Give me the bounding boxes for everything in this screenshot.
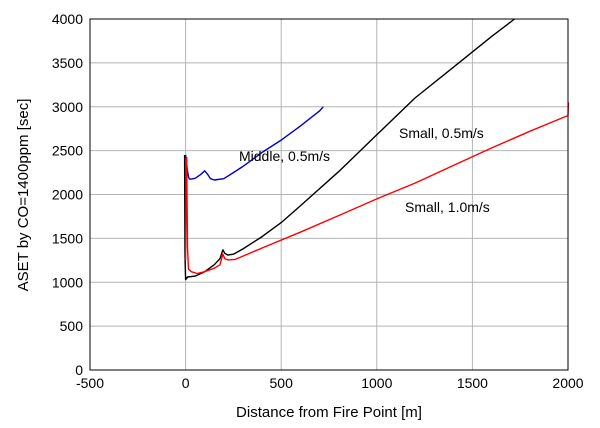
y-tick-label: 0 xyxy=(75,362,83,378)
x-tick-label: 500 xyxy=(270,375,294,391)
annotation-small-0.5: Small, 0.5m/s xyxy=(399,125,484,141)
annotation-middle-0.5: Middle, 0.5m/s xyxy=(239,148,330,164)
y-tick-label: 4000 xyxy=(52,11,83,27)
grid-lines xyxy=(90,19,568,370)
series-layer xyxy=(183,18,570,281)
y-tick-label: 2000 xyxy=(52,187,83,203)
tick-labels: -500 0 500 1000 1500 200005001000150020002500… xyxy=(52,11,584,391)
x-tick-label: 1500 xyxy=(457,375,488,391)
y-tick-label: 500 xyxy=(60,318,84,334)
y-tick-label: 3000 xyxy=(52,99,83,115)
x-tick-label: 2000 xyxy=(552,375,583,391)
x-tick-label: 1000 xyxy=(361,375,392,391)
y-tick-label: 3500 xyxy=(52,55,83,71)
y-tick-label: 1500 xyxy=(52,230,83,246)
series-line-3 xyxy=(184,102,570,275)
series-line-1 xyxy=(184,106,324,181)
y-axis-title: ASET by CO=1400ppm [sec] xyxy=(15,99,32,292)
y-tick-label: 2500 xyxy=(52,143,83,159)
series-line-2 xyxy=(183,18,515,281)
annotation-small-1.0: Small, 1.0m/s xyxy=(405,199,490,215)
x-tick-label: 0 xyxy=(182,375,190,391)
y-tick-label: 1000 xyxy=(52,274,83,290)
plot-frame xyxy=(89,18,569,371)
x-axis-title: Distance from Fire Point [m] xyxy=(236,404,422,421)
x-tick-label: -500 xyxy=(76,375,104,391)
